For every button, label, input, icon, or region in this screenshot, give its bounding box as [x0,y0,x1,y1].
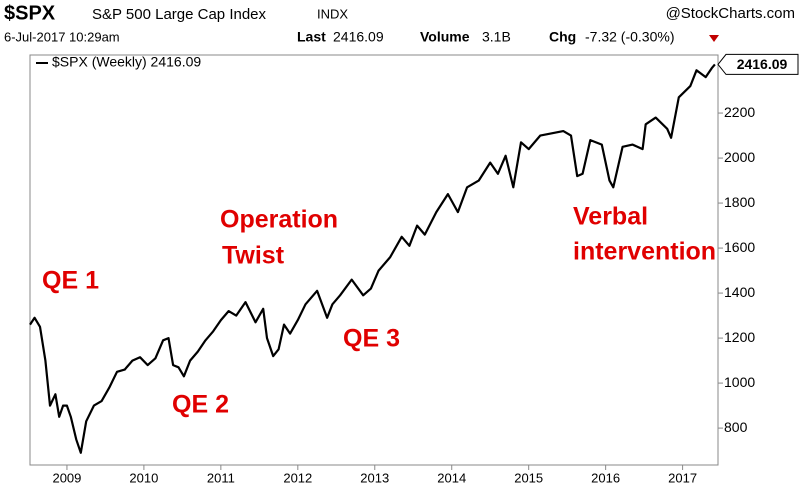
x-tick-label: 2009 [52,470,81,485]
x-tick-label: 2013 [360,470,389,485]
price-line [29,63,716,454]
annotation: intervention [573,238,716,266]
source: @StockCharts.com [666,5,795,22]
legend-label: $SPX (Weekly) 2416.09 [52,54,201,70]
plot-frame [29,54,719,466]
y-tick-label: 1000 [724,374,755,390]
date: 6-Jul-2017 10:29am [4,29,120,44]
volume-label: Volume [420,29,470,45]
y-tick-label: 1200 [724,329,755,345]
y-tick-label: 1400 [724,284,755,300]
last: 2416.09 [333,29,384,45]
y-tick-label: 2000 [724,149,755,165]
x-tick-label: 2016 [591,470,620,485]
annotation: Twist [222,242,285,270]
volume: 3.1B [482,29,511,45]
annotation: QE 1 [42,267,99,295]
symbol: $SPX [4,2,56,24]
annotation: Operation [220,206,338,234]
last-value-box [717,53,799,75]
x-tick-label: 2014 [437,470,466,485]
exchange: INDX [317,6,348,21]
x-tick-label: 2010 [129,470,158,485]
last-value-label: 2416.09 [737,56,788,72]
change: -7.32 (-0.30%) [585,29,674,45]
annotation: QE 3 [343,325,400,353]
y-tick-label: 800 [724,419,748,435]
down-arrow [709,35,719,42]
x-tick-label: 2011 [207,470,235,485]
chart-title: S&P 500 Large Cap Index [92,6,267,23]
y-tick-label: 2200 [724,104,755,120]
y-tick-label: 1800 [724,194,755,210]
x-tick-label: 2017 [668,470,697,485]
annotation: QE 2 [172,391,229,419]
x-tick-label: 2015 [514,470,543,485]
y-tick-label: 1600 [724,239,755,255]
last-label: Last [297,29,326,45]
annotation: Verbal [573,203,648,231]
change-label: Chg [549,29,576,45]
x-tick-label: 2012 [283,470,312,485]
